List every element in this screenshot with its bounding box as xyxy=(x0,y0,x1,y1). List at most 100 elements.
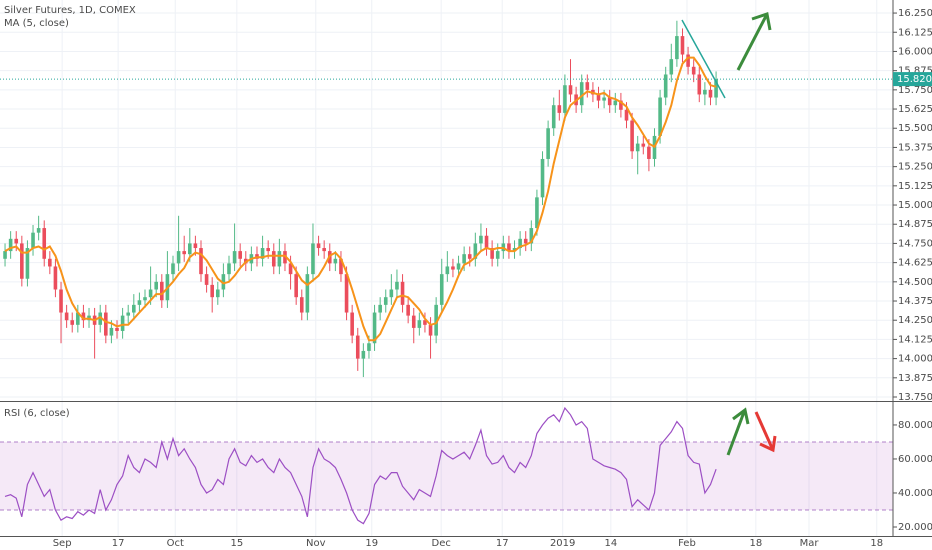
y-tick-label: 60.0000 xyxy=(898,454,932,465)
candle-body xyxy=(339,258,343,275)
candle-body xyxy=(540,158,545,198)
candle-body xyxy=(451,266,455,270)
candle-body xyxy=(42,228,47,259)
candle-body xyxy=(232,251,237,264)
candle-body xyxy=(294,274,298,298)
candle-body xyxy=(31,232,35,249)
x-tick-label: 15 xyxy=(230,538,243,549)
candle-body xyxy=(193,243,198,249)
rsi-label: RSI (6, close) xyxy=(4,408,70,419)
trend-line xyxy=(681,19,726,99)
up-arrow xyxy=(736,12,772,71)
y-tick-label: 15.500 xyxy=(898,123,932,134)
candle-body xyxy=(479,235,483,244)
x-tick-label: 2019 xyxy=(550,538,575,549)
candle-body xyxy=(109,327,114,336)
candle-body xyxy=(439,274,444,305)
candle-body xyxy=(53,266,58,290)
candle-body xyxy=(507,243,511,252)
x-tick-label: 18 xyxy=(749,538,762,549)
candle-body xyxy=(686,54,690,67)
y-tick-label: 14.250 xyxy=(898,315,932,326)
candle-body xyxy=(417,320,422,328)
candle-body xyxy=(299,297,304,313)
candle-body xyxy=(669,59,674,75)
x-tick-label: Nov xyxy=(306,538,326,549)
y-tick-label: 14.625 xyxy=(898,258,932,269)
candle-body xyxy=(445,266,450,275)
candle-body xyxy=(411,315,416,328)
y-tick-label: 80.0000 xyxy=(898,420,932,431)
last-price-box xyxy=(893,72,932,87)
y-tick-label: 13.875 xyxy=(898,373,932,384)
y-tick-label: 14.375 xyxy=(898,296,932,307)
candle-body xyxy=(714,79,718,98)
candle-body xyxy=(148,289,153,298)
x-tick-label: Oct xyxy=(167,538,184,549)
candle-body xyxy=(602,97,606,101)
candle-body xyxy=(238,251,242,259)
candle-body xyxy=(227,263,231,275)
candle-body xyxy=(187,243,192,255)
y-tick-label: 15.625 xyxy=(898,104,932,115)
y-tick-label: 15.750 xyxy=(898,85,932,96)
candle-body xyxy=(395,281,399,290)
candle-body xyxy=(546,128,550,159)
rsi-down-arrow xyxy=(754,411,777,453)
candle-body xyxy=(529,228,534,244)
grid xyxy=(0,0,893,536)
candle-body xyxy=(171,263,175,275)
candle-body xyxy=(607,97,612,106)
candle-body xyxy=(658,97,662,136)
candle-body xyxy=(64,312,69,321)
y-tick-label: 14.750 xyxy=(898,238,932,249)
candle-body xyxy=(456,263,461,270)
candle-body xyxy=(367,343,371,351)
candle-body xyxy=(221,274,226,290)
last-price-label: 15.820 xyxy=(897,74,932,85)
candle-body xyxy=(8,238,13,252)
candle-body xyxy=(551,105,556,129)
candle-body xyxy=(389,289,394,298)
candle-body xyxy=(383,297,388,305)
candle-body xyxy=(691,66,696,75)
candle-body xyxy=(563,85,567,113)
candle-body xyxy=(70,320,75,325)
candle-body xyxy=(199,248,203,275)
candle-body xyxy=(630,120,634,152)
candle-body xyxy=(126,312,131,316)
candle-body xyxy=(344,274,349,313)
candle-body xyxy=(176,251,181,264)
candle-body xyxy=(154,281,159,290)
ma-label: MA (5, close) xyxy=(4,18,69,29)
candle-body xyxy=(316,243,321,249)
y-tick-label: 13.750 xyxy=(898,392,932,403)
candle-body xyxy=(59,289,63,313)
candle-body xyxy=(400,281,405,305)
candle-body xyxy=(680,36,685,55)
candle-body xyxy=(14,238,19,244)
candle-body xyxy=(260,248,265,259)
candle-body xyxy=(406,304,410,316)
candle-body xyxy=(624,109,629,121)
x-tick-label: Mar xyxy=(800,538,820,549)
candle-body xyxy=(271,251,276,267)
x-tick-label: 19 xyxy=(365,538,378,549)
candle-body xyxy=(48,258,52,267)
candle-body xyxy=(115,327,119,331)
candle-body xyxy=(585,82,590,90)
candle-body xyxy=(182,251,186,255)
candle-body xyxy=(361,350,366,359)
y-tick-label: 15.250 xyxy=(898,162,932,173)
y-tick-label: 15.875 xyxy=(898,66,932,77)
rsi-line xyxy=(4,406,717,525)
candle-body xyxy=(378,304,382,313)
y-tick-label: 16.250 xyxy=(898,8,932,19)
ma-line xyxy=(4,56,717,342)
rsi-up-arrow xyxy=(726,407,750,456)
candle-body xyxy=(266,248,270,252)
candle-body xyxy=(619,100,623,110)
candle-body xyxy=(473,243,478,259)
y-tick-label: 40.0000 xyxy=(898,488,932,499)
